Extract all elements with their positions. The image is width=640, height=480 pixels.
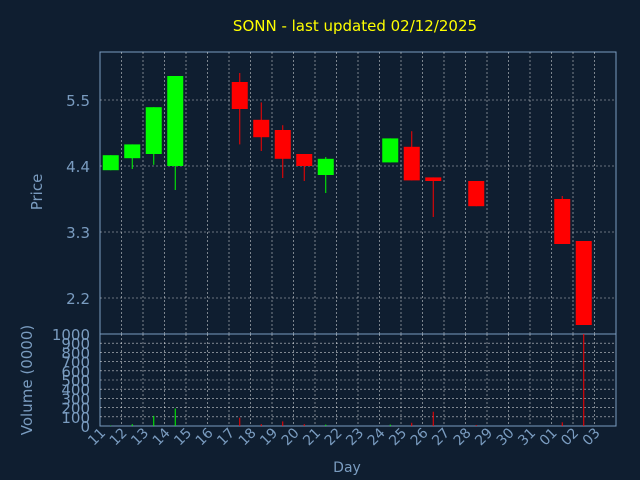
x-tick-label: 20 bbox=[279, 425, 303, 449]
x-tick-label: 23 bbox=[343, 425, 367, 449]
candle-body bbox=[317, 158, 334, 175]
volume-tick-label: 100 bbox=[61, 409, 90, 427]
candle-body bbox=[382, 138, 399, 163]
x-tick-label: 21 bbox=[300, 425, 324, 449]
volume-tick-label: 200 bbox=[61, 400, 90, 418]
x-axis-label: Day bbox=[333, 460, 361, 476]
candle-body bbox=[274, 130, 291, 159]
x-tick-label: 26 bbox=[408, 425, 432, 449]
volume-tick-label: 600 bbox=[61, 363, 90, 381]
candle-body bbox=[231, 82, 248, 109]
x-tick-label: 14 bbox=[150, 425, 174, 449]
x-tick-label: 24 bbox=[365, 425, 389, 449]
volume-tick-label: 900 bbox=[61, 335, 90, 353]
price-tick-label: 5.5 bbox=[66, 92, 90, 110]
x-tick-label: 19 bbox=[257, 425, 281, 449]
x-tick-label: 16 bbox=[193, 425, 217, 449]
candle-body bbox=[468, 181, 485, 207]
volume-tick-label: 800 bbox=[61, 344, 90, 362]
volume-tick-label: 300 bbox=[61, 390, 90, 408]
volume-tick-label: 700 bbox=[61, 354, 90, 372]
price-axis-label: Price bbox=[28, 174, 46, 211]
x-tick-label: 31 bbox=[515, 425, 539, 449]
price-tick-label: 2.2 bbox=[66, 290, 90, 308]
price-tick-label: 3.3 bbox=[66, 224, 90, 242]
candle-body bbox=[167, 76, 184, 166]
x-tick-label: 18 bbox=[236, 425, 260, 449]
candle-body bbox=[124, 144, 141, 159]
x-tick-label: 29 bbox=[472, 425, 496, 449]
volume-tick-label: 400 bbox=[61, 381, 90, 399]
volume-axis-label: Volume (0000) bbox=[18, 325, 36, 435]
x-tick-label: 30 bbox=[494, 425, 518, 449]
candle-body bbox=[554, 199, 571, 244]
price-tick-label: 4.4 bbox=[66, 158, 90, 176]
candle-body bbox=[425, 177, 442, 181]
x-tick-label: 17 bbox=[214, 425, 238, 449]
x-tick-label: 25 bbox=[386, 425, 410, 449]
volume-tick-label: 500 bbox=[61, 372, 90, 390]
x-tick-label: 15 bbox=[171, 425, 195, 449]
chart-title: SONN - last updated 02/12/2025 bbox=[233, 17, 477, 35]
x-tick-label: 12 bbox=[107, 425, 131, 449]
candle-body bbox=[253, 119, 270, 138]
candle-body bbox=[296, 154, 313, 166]
candle-body bbox=[575, 241, 592, 325]
x-tick-label: 03 bbox=[580, 425, 604, 449]
volume-tick-label: 1000 bbox=[52, 326, 90, 344]
x-tick-label: 22 bbox=[322, 425, 346, 449]
x-tick-label: 01 bbox=[537, 425, 561, 449]
candle-body bbox=[403, 146, 420, 181]
x-tick-label: 13 bbox=[128, 425, 152, 449]
candle-body bbox=[145, 107, 162, 154]
volume-tick-label: 0 bbox=[80, 418, 90, 436]
x-tick-label: 02 bbox=[558, 425, 582, 449]
x-tick-label: 27 bbox=[429, 425, 453, 449]
price-panel: 5.5 4.4 3.3 2.2 bbox=[66, 51, 617, 335]
candle-body bbox=[102, 155, 119, 171]
x-tick-label: 28 bbox=[451, 425, 475, 449]
x-tick-labels: 1112131415161718192021222324252627282930… bbox=[85, 425, 603, 449]
